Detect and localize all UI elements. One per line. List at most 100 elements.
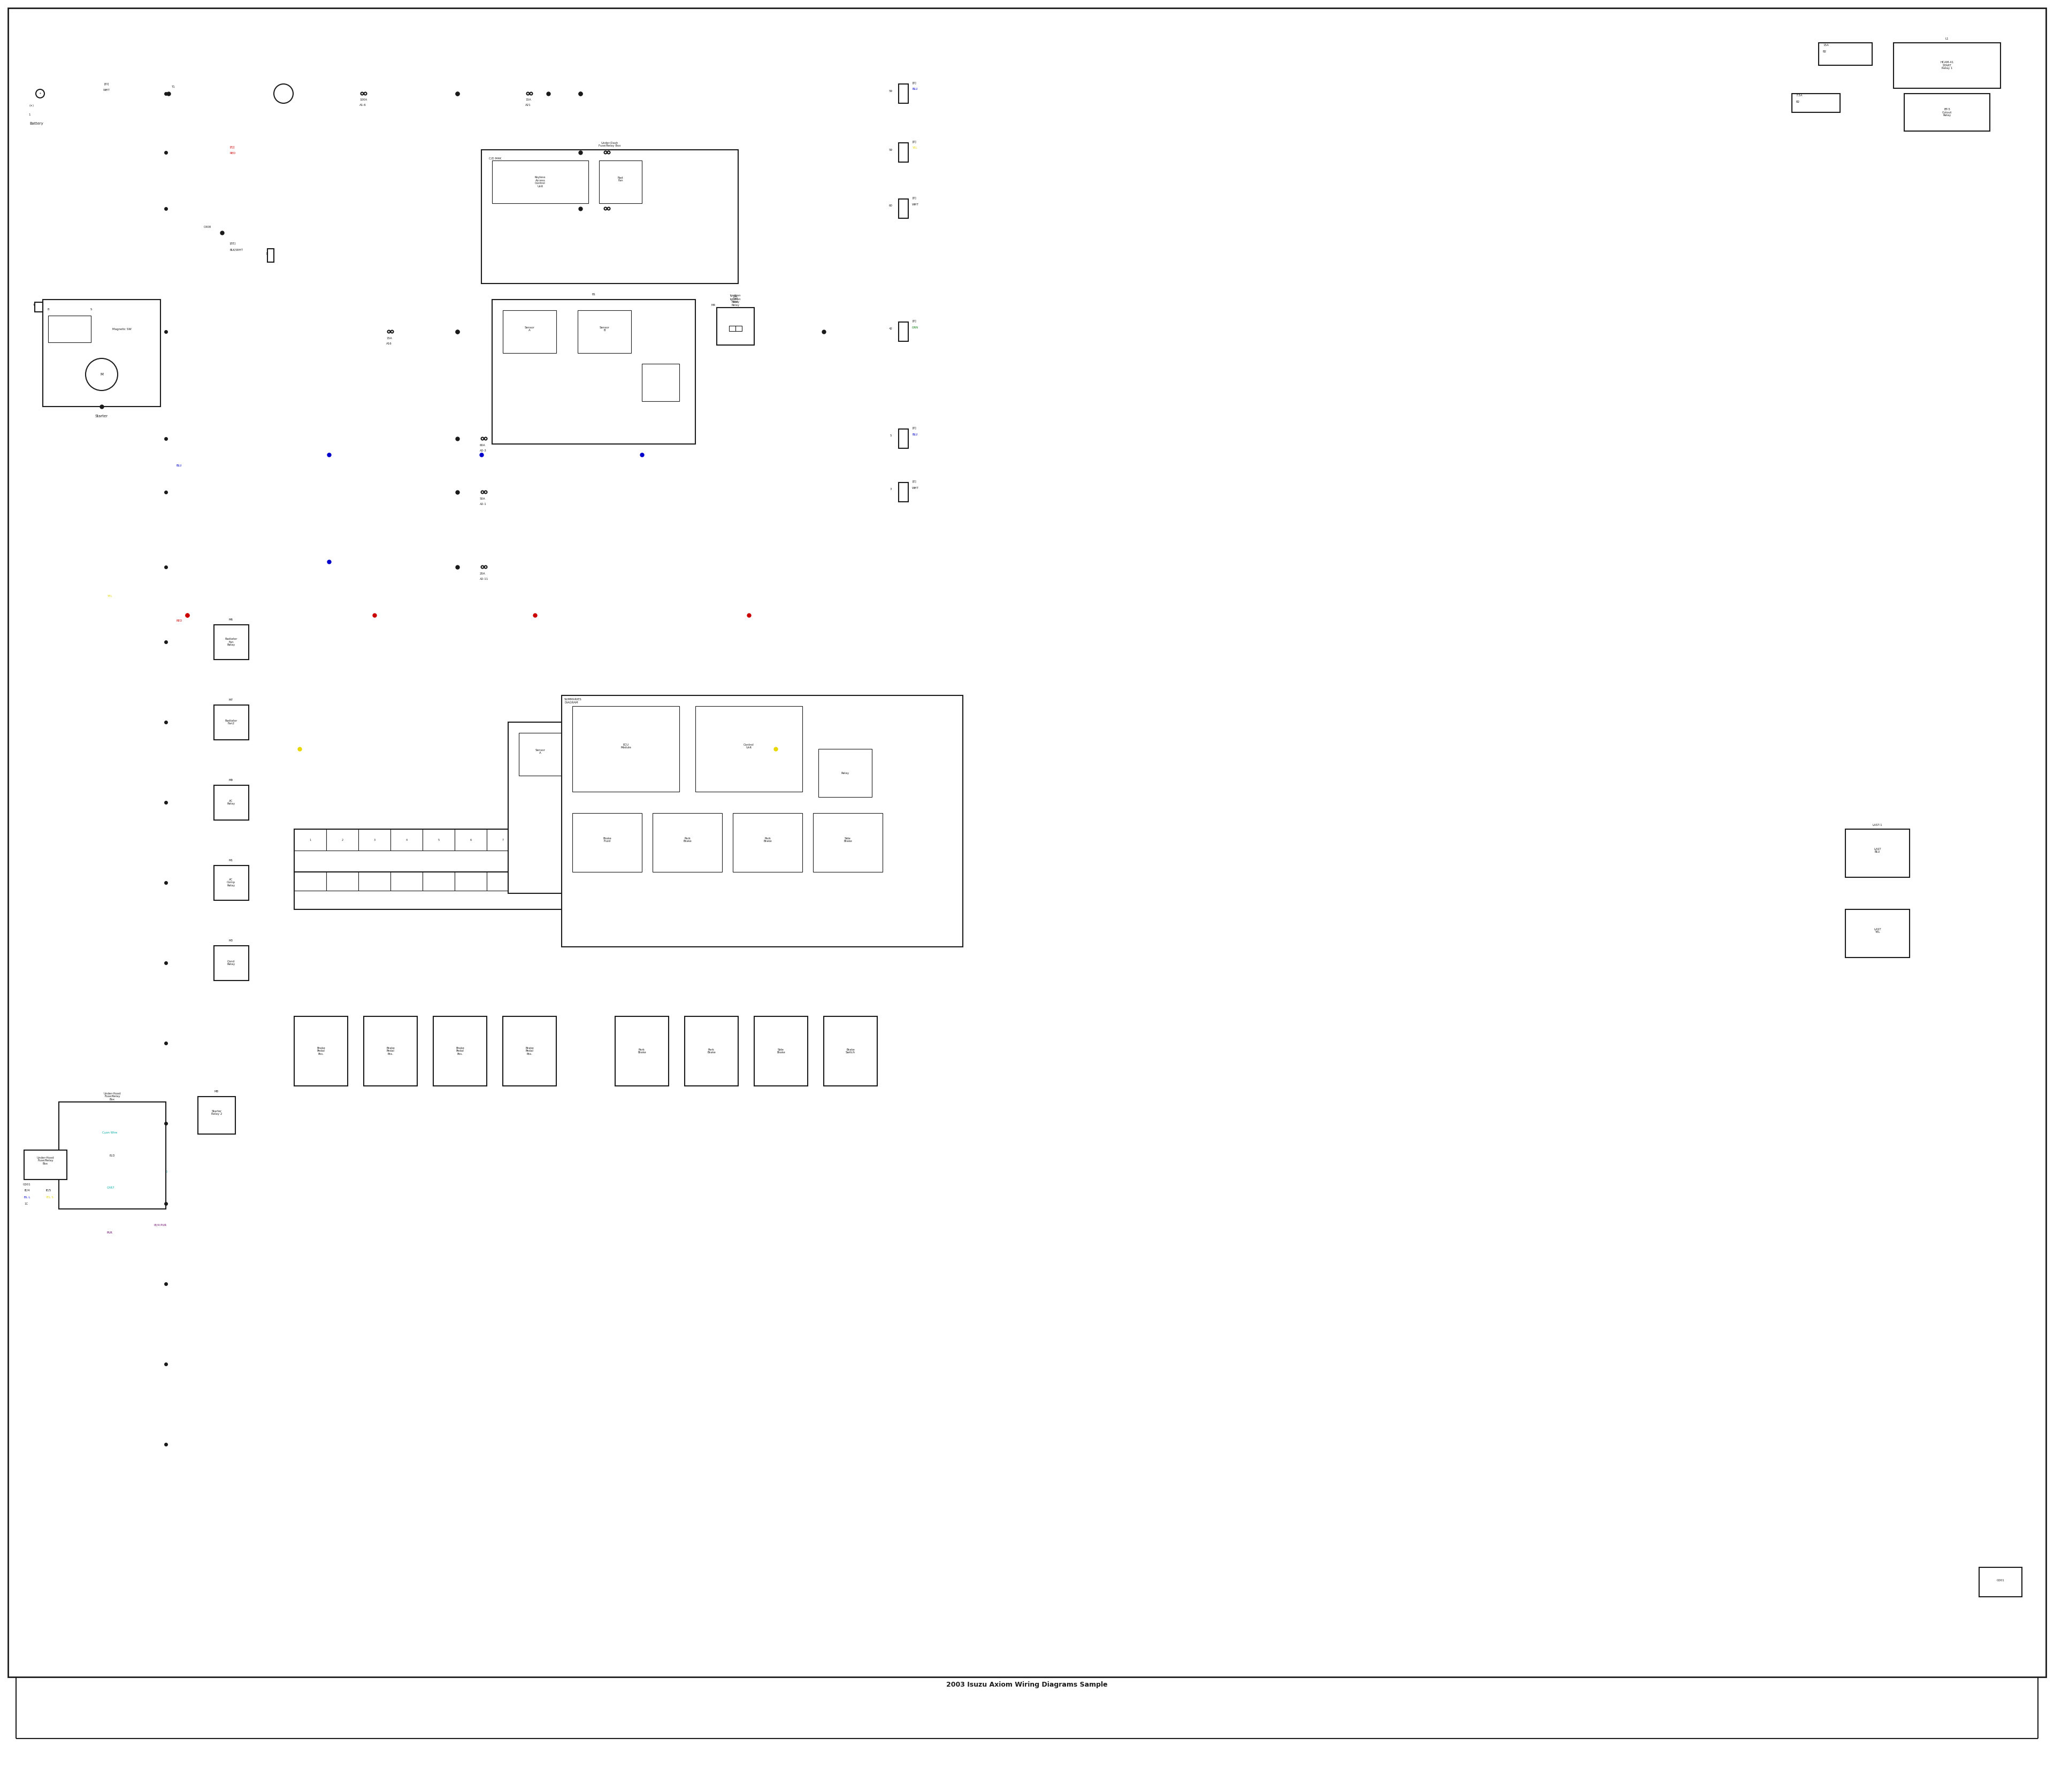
Text: LAST
BLU: LAST BLU (1873, 848, 1881, 853)
Text: Starter
Relay 2: Starter Relay 2 (212, 1109, 222, 1116)
Bar (214, 866, 249, 900)
Text: 15A: 15A (386, 337, 392, 339)
Text: L1: L1 (1945, 38, 1949, 39)
Bar (43, 299, 160, 407)
Text: Brake
Pedal
Pos.: Brake Pedal Pos. (316, 1047, 325, 1055)
Bar (493, 299, 696, 444)
Bar (583, 873, 614, 891)
Text: Brake
Switch: Brake Switch (846, 1048, 854, 1054)
Text: 59: 59 (889, 90, 893, 91)
Text: Sensor
B: Sensor B (594, 749, 604, 754)
Bar (60, 1102, 166, 1210)
Text: Park
Brake: Park Brake (637, 1048, 647, 1054)
Text: YEL: YEL (107, 595, 113, 599)
Text: A2-1: A2-1 (481, 502, 487, 505)
Text: LAST
YEL: LAST YEL (1873, 928, 1881, 934)
Text: [E]: [E] (912, 480, 916, 482)
Text: M7: M7 (228, 699, 234, 701)
Bar (813, 814, 883, 873)
Bar (357, 873, 390, 891)
Text: IE/5: IE/5 (45, 1188, 51, 1192)
Bar (481, 151, 737, 283)
Text: 11: 11 (629, 839, 633, 840)
Text: Brake
Pedal
Pos.: Brake Pedal Pos. (526, 1047, 534, 1055)
Text: Radiator
Fan
Relay: Radiator Fan Relay (224, 638, 238, 647)
Text: GRN: GRN (912, 326, 918, 328)
Bar (35, 303, 43, 312)
Text: Keyless
Access
Control
Unit: Keyless Access Control Unit (534, 176, 546, 188)
Text: ECU
Module: ECU Module (620, 744, 631, 749)
Text: Cond
Relay: Cond Relay (228, 961, 234, 966)
Text: G001: G001 (1996, 1579, 2005, 1582)
Text: A22: A22 (602, 163, 608, 165)
Text: Control
Unit: Control Unit (744, 744, 754, 749)
Bar (550, 873, 583, 891)
Text: M1: M1 (228, 858, 234, 862)
Bar (733, 814, 803, 873)
Text: WHT: WHT (912, 486, 918, 489)
Bar (294, 873, 327, 891)
Text: Side
Brake: Side Brake (776, 1048, 785, 1054)
Text: 10: 10 (598, 839, 600, 840)
Bar (577, 310, 631, 353)
Text: Under-Dash
Fuse/Relay Box: Under-Dash Fuse/Relay Box (598, 142, 620, 147)
Bar (754, 1016, 807, 1086)
Text: 10A: 10A (602, 213, 608, 217)
Text: Park
Brake: Park Brake (764, 837, 772, 842)
Bar (900, 482, 908, 502)
Text: 15A: 15A (602, 158, 608, 159)
Text: Relay: Relay (840, 772, 848, 774)
Bar (25, 1150, 68, 1179)
Text: WHT: WHT (103, 90, 109, 91)
Bar (327, 830, 357, 851)
Text: [E]: [E] (912, 82, 916, 84)
Bar (1894, 43, 2001, 88)
Text: Brake
Pedal
Pos.: Brake Pedal Pos. (456, 1047, 464, 1055)
Text: A29: A29 (602, 219, 608, 222)
Bar (423, 873, 454, 891)
Text: 7.5A: 7.5A (1795, 93, 1803, 97)
Text: BLU: BLU (177, 464, 183, 466)
Bar (900, 84, 908, 104)
Bar (507, 722, 711, 894)
Bar (214, 625, 249, 659)
Text: RED: RED (177, 620, 183, 622)
Text: CAR7: CAR7 (107, 1186, 115, 1188)
Text: Ignition
Coil
Relay: Ignition Coil Relay (729, 294, 741, 303)
Bar (520, 733, 561, 776)
Bar (520, 830, 550, 851)
Text: 1C: 1C (25, 1202, 29, 1206)
Bar (735, 326, 741, 332)
Bar (1980, 1568, 2021, 1597)
Text: HCAM-41
START
Relay 1: HCAM-41 START Relay 1 (1941, 61, 1953, 70)
Bar (454, 873, 487, 891)
Text: Brake
Pedal
Pos.: Brake Pedal Pos. (386, 1047, 394, 1055)
Text: BL L: BL L (25, 1195, 31, 1199)
Text: M4: M4 (711, 305, 715, 306)
Text: PUR: PUR (107, 1231, 113, 1235)
Text: [E]: [E] (912, 140, 916, 143)
Bar (294, 830, 327, 851)
Bar (573, 814, 641, 873)
Bar (684, 1016, 737, 1086)
Text: Under-Hood
Fuse/Relay
Box: Under-Hood Fuse/Relay Box (103, 1091, 121, 1100)
Text: Park
Brake: Park Brake (684, 837, 692, 842)
Bar (573, 706, 680, 792)
Text: 20A: 20A (481, 572, 485, 575)
Text: T4: T4 (33, 303, 37, 306)
Text: 60A: 60A (481, 444, 485, 446)
Bar (1791, 93, 1840, 113)
Bar (493, 161, 587, 202)
Bar (364, 1016, 417, 1086)
Bar (717, 308, 754, 346)
Bar (47, 315, 90, 342)
Text: IE/4 PUR: IE/4 PUR (154, 1224, 166, 1226)
Bar (614, 830, 647, 851)
Bar (647, 873, 680, 891)
Text: G001: G001 (70, 1161, 78, 1163)
Text: ELD: ELD (109, 1154, 115, 1158)
Text: M8: M8 (214, 1090, 220, 1093)
Text: ELD: ELD (70, 1116, 76, 1118)
Bar (583, 830, 614, 851)
Text: Park
Brake: Park Brake (707, 1048, 715, 1054)
